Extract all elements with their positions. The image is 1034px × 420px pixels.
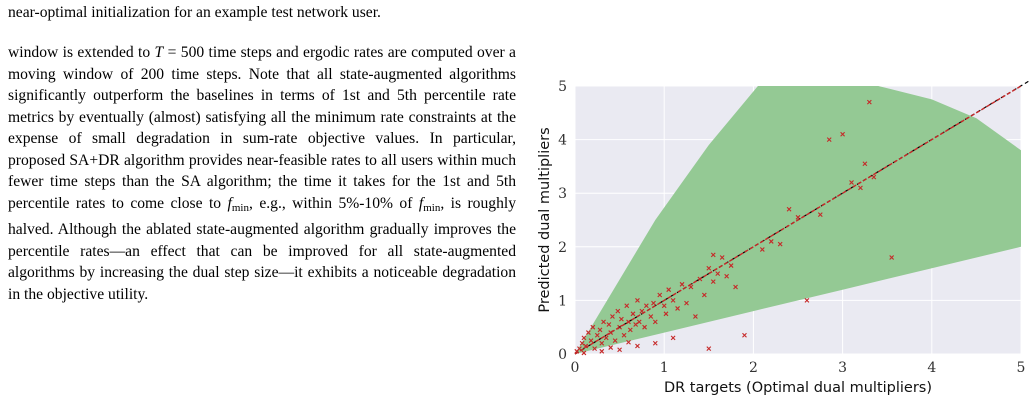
data-point	[663, 311, 669, 317]
data-point	[621, 332, 627, 338]
data-point	[588, 338, 594, 343]
data-point	[710, 279, 716, 285]
math-fmin: fmin	[227, 194, 249, 214]
data-point	[627, 327, 633, 333]
data-point	[858, 185, 863, 191]
data-point	[618, 316, 624, 322]
data-point	[652, 340, 658, 346]
data-point	[666, 287, 672, 293]
data-point	[648, 314, 654, 319]
data-point	[728, 263, 734, 268]
x-tick-label: 5	[1017, 360, 1026, 376]
data-point	[670, 298, 676, 303]
data-point	[724, 273, 730, 279]
x-tick-labels: 0 1 2 3 4 5	[571, 360, 1026, 376]
data-point	[817, 212, 823, 218]
data-point	[652, 319, 658, 325]
data-point	[642, 324, 647, 330]
data-point	[601, 319, 606, 325]
y-tick-labels: 0 1 2 3 4 5	[558, 79, 567, 363]
body-paragraph: window is extended to T = 500 time steps…	[8, 42, 516, 305]
data-point	[706, 265, 712, 271]
data-point	[579, 340, 585, 346]
data-point	[581, 335, 587, 341]
data-point	[777, 241, 783, 247]
data-point	[849, 180, 854, 185]
data-point	[866, 99, 872, 105]
data-point	[603, 335, 609, 341]
data-point	[610, 314, 615, 319]
data-point	[826, 137, 832, 142]
data-point	[594, 332, 600, 338]
data-point	[840, 131, 845, 137]
data-point	[590, 324, 596, 330]
x-axis-label: DR targets (Optimal dual multipliers)	[664, 380, 932, 396]
data-point	[693, 314, 698, 319]
data-point	[719, 255, 725, 260]
data-point	[684, 300, 689, 306]
data-point	[706, 346, 712, 352]
data-point	[636, 319, 642, 325]
data-point	[635, 298, 640, 303]
data-point	[679, 281, 685, 287]
data-point	[608, 345, 614, 350]
body-text-start: window is extended to	[8, 44, 151, 61]
data-point	[630, 311, 636, 317]
data-point	[633, 322, 639, 327]
math-T: T	[154, 44, 164, 61]
x-tick-label: 4	[927, 360, 936, 376]
data-point	[710, 252, 716, 258]
fit-line	[574, 85, 1022, 355]
y-tick-label: 3	[558, 186, 567, 202]
data-point	[643, 303, 649, 309]
data-point	[862, 161, 868, 167]
body-text-rest: , is roughly halved. Although the ablate…	[8, 194, 516, 303]
x-tick-label: 3	[838, 360, 847, 376]
body-text-main: = 500 time steps and ergodic rates are c…	[8, 44, 516, 212]
data-point	[592, 346, 598, 352]
data-point	[742, 332, 747, 338]
data-point	[651, 300, 656, 306]
data-point	[661, 303, 667, 309]
y-tick-label: 0	[558, 347, 567, 363]
data-point	[626, 339, 631, 345]
data-point	[715, 271, 721, 276]
y-tick-label: 1	[558, 293, 567, 309]
y-tick-label: 4	[558, 133, 567, 149]
data-point	[581, 350, 587, 356]
data-point	[615, 308, 621, 314]
data-point	[624, 303, 630, 309]
x-tick-label: 2	[749, 360, 758, 376]
x-tick-label: 0	[571, 360, 580, 376]
data-point	[733, 284, 738, 290]
data-point	[670, 335, 676, 341]
data-point	[599, 348, 605, 354]
data-points	[574, 99, 895, 356]
scatter-chart: 0 1 2 3 4 5 0 1 2 3 4 5 DR targets (Optimal dual m…	[537, 79, 1030, 396]
data-point	[606, 322, 612, 327]
data-point	[657, 292, 663, 298]
data-point	[889, 255, 895, 260]
data-point	[701, 292, 707, 298]
data-point	[635, 343, 640, 349]
data-point	[768, 239, 774, 244]
data-point	[599, 340, 605, 346]
data-point	[804, 298, 810, 303]
data-point	[597, 327, 603, 333]
body-text-mid: , e.g., within 5%-10% of	[249, 194, 419, 212]
x-tick-label: 1	[660, 360, 669, 376]
y-tick-label: 5	[558, 79, 567, 95]
data-point	[786, 206, 792, 212]
data-point	[759, 247, 765, 252]
data-point	[617, 347, 622, 353]
y-tick-label: 2	[558, 240, 567, 256]
data-point	[585, 330, 591, 335]
data-point	[612, 338, 618, 343]
data-point	[675, 306, 680, 311]
math-fmin-2: fmin	[418, 194, 441, 214]
y-axis-label: Predicted dual multipliers	[537, 127, 553, 312]
figure-caption-tail: near-optimal initialization for an examp…	[8, 4, 381, 21]
scatter-figure: 0 1 2 3 4 5 0 1 2 3 4 5 DR targets (Optimal dual m…	[530, 76, 1034, 420]
